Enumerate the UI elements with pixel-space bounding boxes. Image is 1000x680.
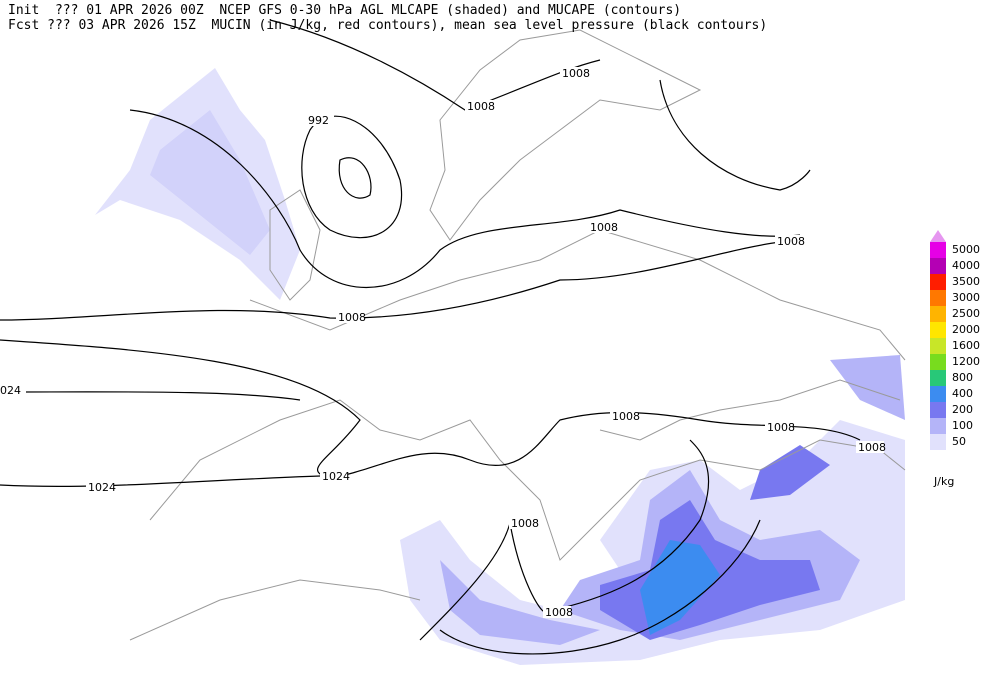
legend-label: 800 xyxy=(952,371,973,384)
legend-swatch xyxy=(930,322,946,338)
coastline xyxy=(599,379,901,441)
legend-label: 400 xyxy=(952,387,973,400)
isobar xyxy=(0,391,301,401)
isobar xyxy=(0,475,321,487)
contour-label-bg xyxy=(465,100,493,112)
legend-swatch xyxy=(930,258,946,274)
legend-swatch xyxy=(930,338,946,354)
legend-swatch xyxy=(930,370,946,386)
header-line: Fcst ??? 03 APR 2026 15Z MUCIN (in J/kg,… xyxy=(8,18,767,33)
contour-label: 024 xyxy=(0,384,21,397)
contour-label: 1024 xyxy=(88,481,116,494)
contour-label-bg xyxy=(86,481,114,493)
coastline xyxy=(149,399,906,561)
coastlines xyxy=(129,29,906,641)
contour-label: 1008 xyxy=(858,441,886,454)
legend-swatch xyxy=(930,290,946,306)
legend-label: 2000 xyxy=(952,323,980,336)
coastline xyxy=(129,579,421,641)
shade xyxy=(750,445,830,500)
legend-arrow xyxy=(930,230,946,242)
contour-label: 1008 xyxy=(562,67,590,80)
legend-label: 200 xyxy=(952,403,973,416)
legend-swatch xyxy=(930,402,946,418)
legend-swatch xyxy=(930,418,946,434)
contour-labels: 1008 1008 992 1008 1008 1008 024 1008 1008 1008 10… xyxy=(0,67,886,619)
contour-label: 1008 xyxy=(590,221,618,234)
coastline xyxy=(249,229,906,361)
contour-label-bg xyxy=(775,235,803,247)
contour-label: 1008 xyxy=(777,235,805,248)
contour-label: 992 xyxy=(308,114,329,127)
header-line: Init ??? 01 APR 2026 00Z NCEP GFS 0-30 h… xyxy=(8,3,681,18)
isobar xyxy=(129,109,801,289)
contour-label: 1008 xyxy=(511,517,539,530)
contour-label-bg xyxy=(336,311,364,323)
contour-label-bg xyxy=(543,606,571,618)
legend-swatch xyxy=(930,434,946,450)
legend-label: 5000 xyxy=(952,243,980,256)
legend-label: 3500 xyxy=(952,275,980,288)
contour-label: 1008 xyxy=(467,100,495,113)
isobar xyxy=(439,519,761,655)
contour-label: 1008 xyxy=(612,410,640,423)
shade xyxy=(830,355,905,420)
legend-swatch xyxy=(930,306,946,322)
isobar xyxy=(659,79,811,191)
cape-shading xyxy=(95,68,905,665)
contour-label-bg xyxy=(0,384,26,396)
contour-label-bg xyxy=(306,114,334,126)
legend-swatch xyxy=(930,386,946,402)
legend-label: 2500 xyxy=(952,307,980,320)
shade xyxy=(150,110,270,255)
legend-swatch xyxy=(930,274,946,290)
legend: J/kg 5000 4000 3500 3000 2500 2000 1600 1200 800… xyxy=(930,230,980,488)
legend-label: 50 xyxy=(952,435,966,448)
contour-label-bg xyxy=(560,67,588,79)
isobar xyxy=(301,115,403,239)
legend-label: 1600 xyxy=(952,339,980,352)
contour-label-bg xyxy=(320,470,348,482)
legend-label: 100 xyxy=(952,419,973,432)
legend-label: 3000 xyxy=(952,291,980,304)
isobar xyxy=(338,157,372,199)
contour-label-bg xyxy=(588,221,616,233)
legend-label: 4000 xyxy=(952,259,980,272)
isobars xyxy=(0,19,861,655)
contour-label: 1008 xyxy=(767,421,795,434)
coastline xyxy=(269,189,321,301)
isobar xyxy=(269,19,601,111)
isobar xyxy=(0,241,781,321)
shade xyxy=(440,560,600,645)
isobar xyxy=(0,339,861,479)
legend-swatch xyxy=(930,242,946,258)
contour-label: 1008 xyxy=(338,311,366,324)
legend-label: 1200 xyxy=(952,355,980,368)
legend-swatch xyxy=(930,354,946,370)
contour-label: 1024 xyxy=(322,470,350,483)
legend-unit: J/kg xyxy=(933,475,954,488)
contour-label-bg xyxy=(856,441,884,453)
contour-label-bg xyxy=(509,517,537,529)
coastline xyxy=(429,29,702,241)
contour-label-bg xyxy=(610,410,638,422)
contour-label: 1008 xyxy=(545,606,573,619)
contour-label-bg xyxy=(765,421,793,433)
